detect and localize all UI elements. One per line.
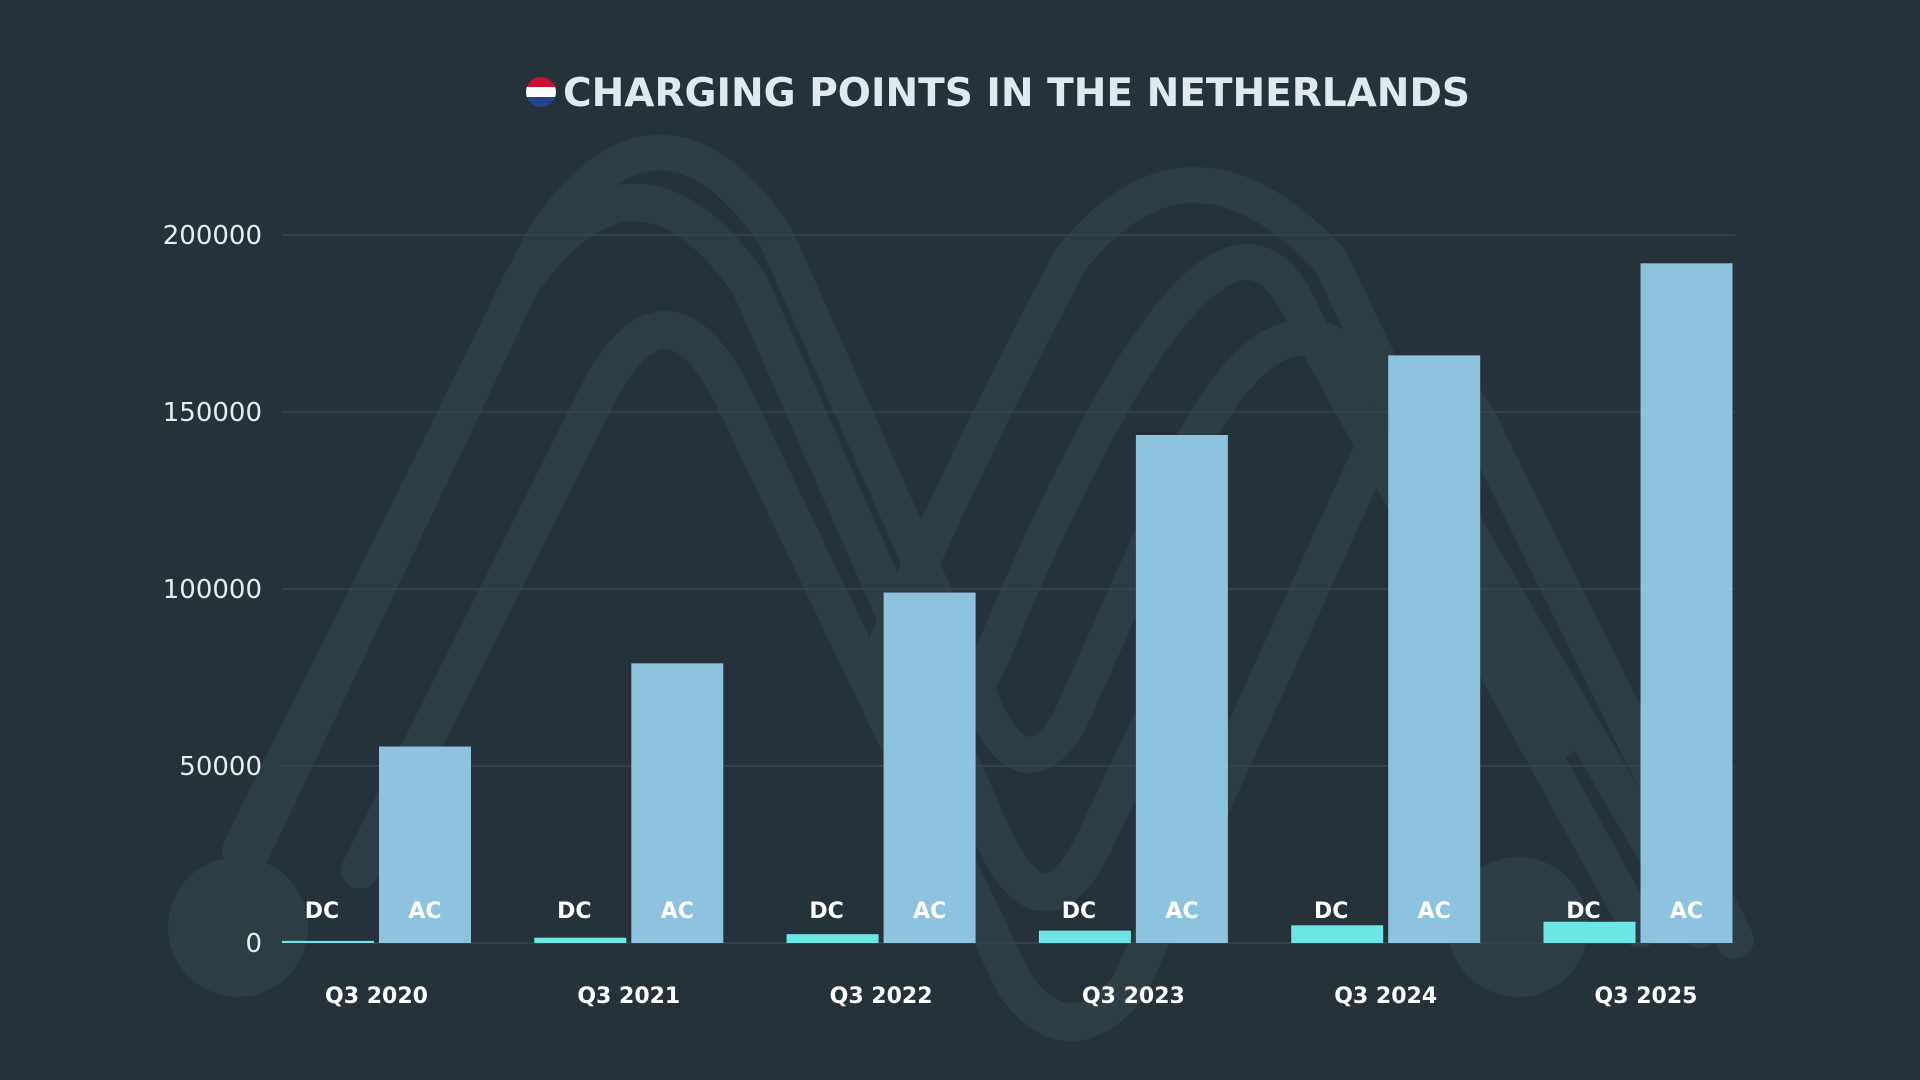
- bar-series-label: AC: [408, 899, 441, 924]
- bar-series-label: DC: [1062, 899, 1096, 924]
- ac-bar: [379, 746, 471, 943]
- watermark-dot: [168, 857, 308, 997]
- bar-series-label: AC: [1165, 899, 1198, 924]
- bar-series-label: DC: [1314, 899, 1348, 924]
- dc-bar: [786, 934, 879, 943]
- flag-stripe-red: [526, 77, 556, 87]
- x-tick-label: Q3 2022: [830, 984, 933, 1009]
- x-tick-label: Q3 2020: [325, 984, 428, 1009]
- x-tick-label: Q3 2024: [1334, 984, 1437, 1009]
- y-tick-label: 150000: [163, 398, 262, 428]
- y-axis: 0 50000 100000 150000 200000: [163, 221, 262, 959]
- ac-bar: [1135, 435, 1228, 943]
- ac-bar: [1640, 263, 1733, 943]
- y-tick-label: 0: [245, 929, 262, 959]
- dc-bar: [282, 940, 374, 943]
- bars: DC AC DC AC DC AC DC AC DC AC DC AC: [282, 263, 1733, 943]
- flag-stripes: [526, 77, 556, 107]
- y-tick-label: 50000: [179, 752, 262, 782]
- bar-series-label: DC: [1566, 899, 1600, 924]
- y-tick-label: 100000: [163, 575, 262, 605]
- bar-series-label: DC: [809, 899, 843, 924]
- flag-stripe-white: [526, 87, 556, 97]
- ac-bar: [1388, 355, 1481, 943]
- x-tick-label: Q3 2021: [577, 984, 680, 1009]
- netherlands-flag-icon: [526, 77, 556, 107]
- dc-bar: [1543, 921, 1636, 943]
- chart-title: CHARGING POINTS IN THE NETHERLANDS: [526, 71, 1470, 116]
- bar-series-label: AC: [661, 899, 694, 924]
- dc-bar: [1038, 930, 1131, 943]
- bar-series-label: DC: [557, 899, 591, 924]
- gridlines: [282, 234, 1735, 944]
- x-axis: Q3 2020 Q3 2021 Q3 2022 Q3 2023 Q3 2024 Q3 20…: [325, 984, 1697, 1009]
- dc-bar: [534, 937, 627, 943]
- bar-series-label: AC: [913, 899, 946, 924]
- ac-bar: [883, 592, 976, 943]
- flag-stripe-blue: [526, 97, 556, 107]
- watermark-stroke: [221, 183, 1219, 912]
- dc-bar: [1291, 925, 1384, 943]
- chart-title-text: CHARGING POINTS IN THE NETHERLANDS: [563, 71, 1470, 116]
- ac-bar: [631, 663, 724, 943]
- watermark-stroke: [862, 167, 1578, 758]
- y-tick-label: 200000: [163, 221, 262, 251]
- x-tick-label: Q3 2025: [1595, 984, 1698, 1009]
- x-tick-label: Q3 2023: [1082, 984, 1185, 1009]
- bar-series-label: AC: [1418, 899, 1451, 924]
- watermark-dot: [1448, 857, 1588, 997]
- bar-series-label: DC: [305, 899, 339, 924]
- bar-series-label: AC: [1670, 899, 1703, 924]
